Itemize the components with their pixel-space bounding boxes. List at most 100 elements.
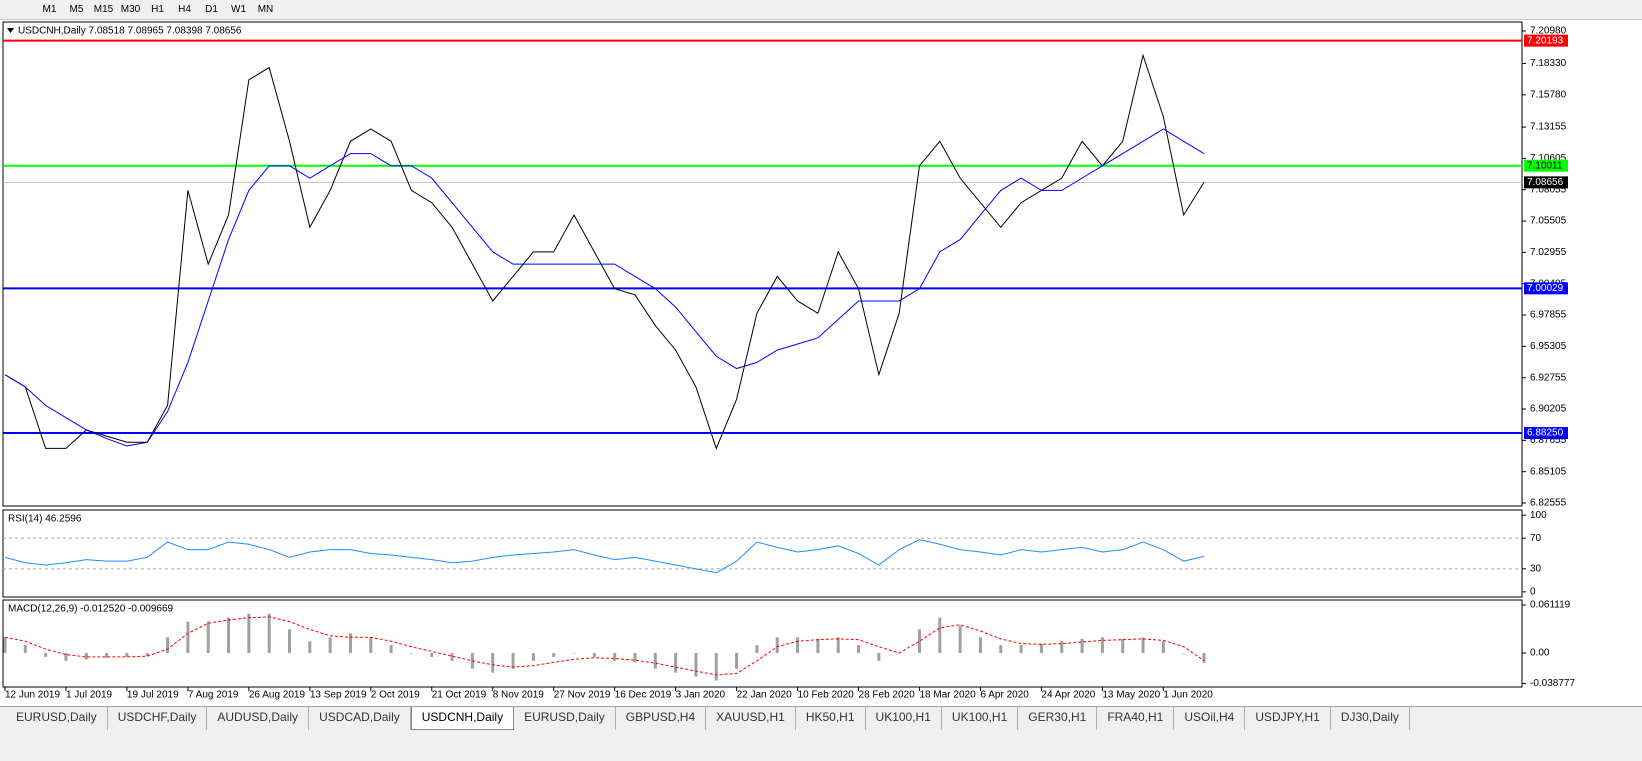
chart-tab[interactable]: USDJPY,H1 bbox=[1245, 707, 1331, 730]
histogram-bar bbox=[775, 637, 779, 654]
histogram-bar bbox=[288, 629, 292, 654]
y-tick-label: 7.05505 bbox=[1530, 216, 1567, 227]
histogram-bar bbox=[877, 653, 881, 661]
chart-tab[interactable]: EURUSD,Daily bbox=[6, 707, 108, 730]
x-tick-label: 22 Jan 2020 bbox=[737, 690, 792, 701]
x-tick-label: 24 Apr 2020 bbox=[1041, 690, 1095, 701]
hline-label: 7.20193 bbox=[1527, 35, 1564, 46]
chart-tab[interactable]: GER30,H1 bbox=[1018, 707, 1098, 730]
timeframe-button[interactable]: D1 bbox=[205, 4, 218, 15]
chart-tab[interactable]: USDCHF,Daily bbox=[108, 707, 208, 730]
chart-tab[interactable]: USDCAD,Daily bbox=[309, 707, 411, 730]
x-tick-label: 28 Feb 2020 bbox=[859, 690, 916, 701]
histogram-bar bbox=[1080, 638, 1084, 654]
histogram-bar bbox=[592, 653, 596, 657]
y-tick-label: 6.90205 bbox=[1530, 404, 1567, 415]
timeframe-button[interactable]: M30 bbox=[120, 4, 141, 15]
chart-tab[interactable]: FRA40,H1 bbox=[1097, 707, 1175, 730]
y-tick-label: 7.13155 bbox=[1530, 122, 1567, 133]
timeframe-button[interactable]: W1 bbox=[231, 4, 246, 15]
histogram-bar bbox=[491, 653, 495, 673]
histogram-bar bbox=[206, 621, 210, 654]
hline-label: 7.00029 bbox=[1527, 283, 1564, 294]
histogram-bar bbox=[531, 653, 535, 661]
plot bbox=[3, 39, 1522, 450]
hline-label: 6.88250 bbox=[1527, 428, 1564, 439]
histogram-bar bbox=[938, 617, 942, 654]
histogram-bar bbox=[735, 653, 739, 669]
x-tick-label: 18 Mar 2020 bbox=[919, 690, 976, 701]
histogram-bar bbox=[572, 653, 576, 654]
y-tick-label: 70 bbox=[1530, 533, 1542, 544]
chart-tab[interactable]: XAUUSD,H1 bbox=[706, 707, 796, 730]
histogram-bar bbox=[328, 637, 332, 654]
histogram-bar bbox=[64, 653, 68, 661]
last-price-label: 7.08656 bbox=[1527, 177, 1564, 188]
panel-frame bbox=[2, 21, 1523, 507]
timeframe-button[interactable]: H1 bbox=[151, 4, 164, 15]
histogram-bar bbox=[227, 617, 231, 654]
chart-tab[interactable]: UK100,H1 bbox=[866, 707, 942, 730]
histogram-bar bbox=[755, 645, 759, 654]
histogram-bar bbox=[1100, 637, 1104, 654]
histogram-bar bbox=[1202, 653, 1206, 663]
chart-tab[interactable]: HK50,H1 bbox=[796, 707, 866, 730]
y-tick-label: 6.87655 bbox=[1530, 435, 1567, 446]
histogram-bar bbox=[714, 653, 718, 681]
hline-label-box bbox=[1524, 427, 1568, 440]
x-tick-label: 7 Aug 2019 bbox=[188, 690, 239, 701]
panel-frame bbox=[2, 509, 1523, 598]
panel-title: MACD(12,26,9) -0.012520 -0.009669 bbox=[8, 604, 174, 615]
histogram-bar bbox=[1039, 643, 1043, 654]
timeframe-button[interactable]: M15 bbox=[93, 4, 114, 15]
timeframe-button[interactable]: M5 bbox=[69, 4, 84, 15]
x-tick-label: 12 Jun 2019 bbox=[5, 690, 60, 701]
x-tick-label: 6 Apr 2020 bbox=[980, 690, 1029, 701]
hline-label: 7.10011 bbox=[1527, 160, 1563, 171]
y-tick-label: 7.15780 bbox=[1530, 89, 1567, 100]
histogram-bar bbox=[613, 653, 617, 661]
status-area bbox=[0, 730, 1642, 761]
histogram-bar bbox=[633, 653, 637, 663]
y-tick-label: 0.00 bbox=[1530, 648, 1550, 659]
histogram-bar bbox=[308, 641, 312, 654]
series-line bbox=[4, 539, 1205, 574]
x-tick-label: 26 Aug 2019 bbox=[249, 690, 306, 701]
x-tick-label: 10 Feb 2020 bbox=[798, 690, 855, 701]
histogram-bar bbox=[84, 653, 88, 660]
histogram-bar bbox=[1141, 637, 1145, 654]
x-tick-label: 1 Jul 2019 bbox=[66, 690, 113, 701]
histogram-bar bbox=[816, 638, 820, 654]
timeframe-button[interactable]: H4 bbox=[178, 4, 191, 15]
chart-tab[interactable]: EURUSD,Daily bbox=[514, 707, 616, 730]
histogram-bar bbox=[3, 637, 7, 654]
timeframe-button[interactable]: MN bbox=[257, 4, 274, 15]
chart-tab[interactable]: USDCNH,Daily bbox=[410, 707, 515, 730]
chart-tab[interactable]: DJ30,Daily bbox=[1331, 707, 1410, 730]
y-tick-label: 100 bbox=[1530, 510, 1547, 521]
x-tick-label: 27 Nov 2019 bbox=[554, 690, 611, 701]
histogram-bar bbox=[166, 637, 170, 654]
chart-tab[interactable]: AUDUSD,Daily bbox=[207, 707, 310, 730]
y-tick-label: 6.97855 bbox=[1530, 310, 1567, 321]
y-tick-label: 7.02955 bbox=[1530, 247, 1567, 258]
y-tick-label: -0.038777 bbox=[1530, 678, 1575, 689]
chart-tab[interactable]: USOil,H4 bbox=[1174, 707, 1246, 730]
y-tick-label: 0.061119 bbox=[1530, 600, 1571, 611]
chart-window: 7.20980 7.18330 7.15780 7.13155 7.10605 7.080… bbox=[2, 21, 1575, 701]
last-price-box bbox=[1524, 176, 1568, 189]
chart-tab[interactable]: GBPUSD,H4 bbox=[616, 707, 707, 730]
hline-label-box bbox=[1524, 282, 1568, 295]
y-tick-label: 7.20980 bbox=[1530, 26, 1567, 37]
histogram-bar bbox=[389, 645, 393, 654]
chart-tab[interactable]: UK100,H1 bbox=[942, 707, 1019, 730]
y-tick-label: 7.18330 bbox=[1530, 58, 1567, 69]
y-tick-label: 7.10605 bbox=[1530, 153, 1567, 164]
histogram-bar bbox=[44, 653, 48, 657]
x-tick-label: 16 Dec 2019 bbox=[615, 690, 672, 701]
histogram-bar bbox=[450, 653, 454, 661]
timeframe-button[interactable]: M1 bbox=[42, 4, 57, 15]
x-tick-label: 3 Jan 2020 bbox=[676, 690, 726, 701]
histogram-bar bbox=[511, 653, 515, 669]
hline-label-box bbox=[1524, 34, 1568, 47]
